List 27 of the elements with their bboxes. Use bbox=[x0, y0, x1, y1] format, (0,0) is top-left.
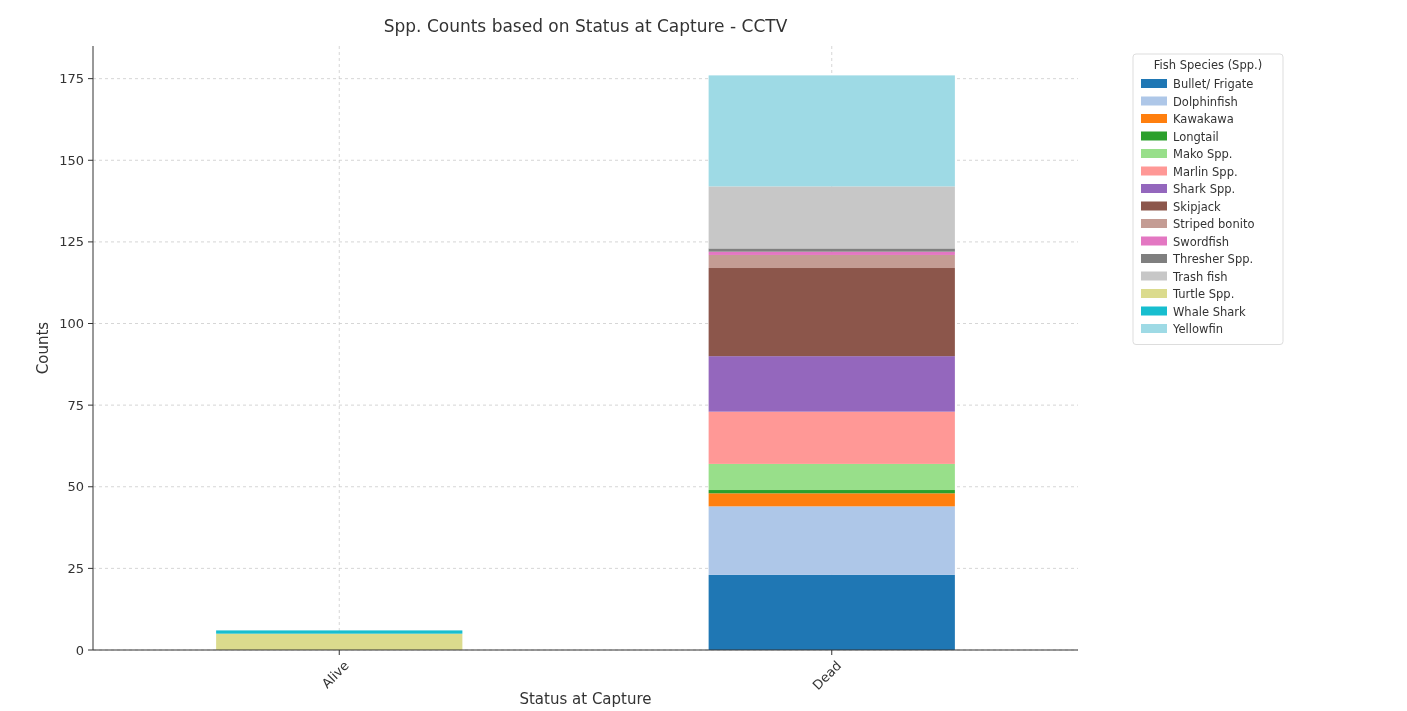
legend-label: Turtle Spp. bbox=[1172, 287, 1235, 302]
legend-label: Bullet/ Frigate bbox=[1173, 77, 1254, 92]
legend-label: Trash fish bbox=[1172, 269, 1228, 284]
legend-label: Whale Shark bbox=[1173, 304, 1246, 319]
y-tick-label: 0 bbox=[75, 642, 84, 658]
legend-label: Thresher Spp. bbox=[1172, 252, 1254, 267]
chart-title: Spp. Counts based on Status at Capture - CCTV bbox=[383, 16, 788, 36]
legend-title: Fish Species (Spp.) bbox=[1153, 58, 1263, 72]
legend-label: Dolphinfish bbox=[1173, 94, 1238, 109]
y-tick-label: 50 bbox=[67, 479, 84, 495]
x-axis-title: Status at Capture bbox=[519, 690, 652, 708]
legend-label: Swordfish bbox=[1173, 234, 1230, 249]
legend-label: Kawakawa bbox=[1173, 112, 1234, 127]
legend-label: Marlin Spp. bbox=[1173, 164, 1238, 179]
y-axis-title: Counts bbox=[34, 321, 52, 375]
legend-label: Striped bonito bbox=[1173, 217, 1255, 232]
legend-label: Skipjack bbox=[1173, 199, 1222, 214]
y-tick-label: 150 bbox=[59, 152, 84, 168]
legend-label: Yellowfin bbox=[1172, 322, 1223, 337]
y-tick-label: 125 bbox=[59, 234, 84, 250]
legend-label: Shark Spp. bbox=[1173, 182, 1236, 197]
legend-label: Longtail bbox=[1173, 129, 1219, 144]
y-tick-label: 25 bbox=[67, 560, 84, 576]
y-tick-label: 100 bbox=[59, 316, 84, 332]
y-tick-label: 175 bbox=[59, 71, 84, 87]
legend-label: Mako Spp. bbox=[1173, 147, 1233, 162]
y-tick-label: 75 bbox=[67, 397, 84, 413]
